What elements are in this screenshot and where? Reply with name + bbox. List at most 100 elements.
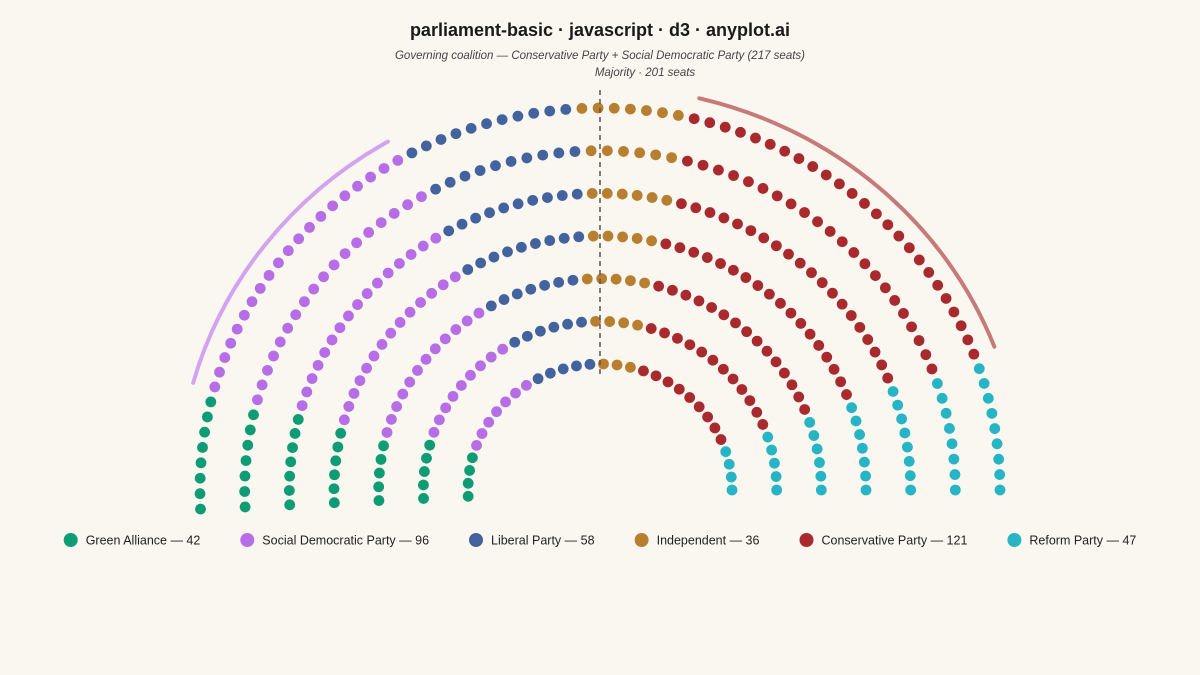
seat-social-democratic-party (376, 339, 388, 350)
seat-independent (616, 188, 628, 200)
seat-independent (604, 316, 616, 327)
seat-green-alliance (375, 453, 387, 465)
seat-conservative-party (732, 218, 743, 230)
seat-reform-party (887, 386, 899, 397)
seat-social-democratic-party (268, 350, 279, 362)
seat-reform-party (986, 407, 998, 419)
seat-conservative-party (707, 354, 719, 366)
seat-social-democratic-party (282, 322, 294, 334)
seat-social-democratic-party (231, 323, 243, 335)
seat-green-alliance (462, 477, 474, 489)
seat-conservative-party (673, 383, 685, 395)
seat-reform-party (860, 484, 872, 496)
seat-liberal-party (498, 294, 510, 305)
seat-conservative-party (761, 345, 773, 357)
seat-liberal-party (459, 170, 471, 182)
seat-conservative-party (771, 190, 783, 202)
seat-reform-party (936, 392, 948, 404)
seat-social-democratic-party (363, 227, 375, 238)
seat-conservative-party (727, 373, 739, 385)
seat-reform-party (978, 378, 990, 389)
seat-green-alliance (199, 426, 211, 438)
seat-conservative-party (799, 404, 811, 415)
seat-social-democratic-party (416, 191, 427, 203)
seat-reform-party (860, 470, 871, 482)
seat-conservative-party (827, 287, 838, 299)
seat-conservative-party (752, 280, 764, 291)
seat-social-democratic-party (386, 413, 397, 425)
seat-green-alliance (328, 497, 340, 509)
seat-conservative-party (812, 216, 823, 228)
seat-green-alliance (284, 470, 296, 482)
seat-conservative-party (833, 178, 845, 190)
seat-social-democratic-party (404, 306, 416, 318)
seat-social-democratic-party (402, 199, 414, 211)
seat-reform-party (808, 430, 820, 441)
seat-conservative-party (806, 267, 817, 279)
seat-conservative-party (727, 264, 739, 276)
seat-conservative-party (898, 308, 909, 319)
seat-conservative-party (807, 161, 819, 172)
seat-social-democratic-party (385, 327, 397, 339)
seat-reform-party (944, 423, 955, 434)
seat-conservative-party (662, 376, 674, 388)
seat-green-alliance (197, 442, 208, 453)
seat-reform-party (811, 443, 823, 455)
seat-reform-party (905, 484, 917, 496)
legend-swatch (63, 533, 78, 547)
seat-conservative-party (836, 298, 848, 310)
seat-conservative-party (799, 207, 810, 218)
seat-conservative-party (740, 272, 752, 283)
seat-social-democratic-party (327, 200, 339, 212)
seat-conservative-party (793, 391, 805, 403)
seat-conservative-party (962, 334, 974, 346)
seat-green-alliance (194, 472, 206, 484)
seat-liberal-party (573, 231, 585, 243)
seat-reform-party (902, 441, 913, 453)
seat-reform-party (994, 469, 1006, 480)
seat-liberal-party (481, 118, 492, 130)
seat-reform-party (973, 363, 985, 375)
seat-conservative-party (824, 226, 836, 237)
seat-conservative-party (940, 293, 952, 304)
seat-independent (646, 235, 657, 247)
seat-independent (601, 187, 613, 199)
legend-label: Green Alliance — 42 (86, 534, 201, 548)
seat-liberal-party (557, 363, 569, 375)
seat-green-alliance (332, 441, 344, 453)
seat-conservative-party (704, 207, 716, 218)
seat-social-democratic-party (273, 257, 284, 269)
coalition-arc-conservative-party (697, 96, 997, 349)
seat-conservative-party (926, 363, 938, 375)
seat-social-democratic-party (214, 366, 225, 378)
seat-social-democratic-party (238, 309, 250, 321)
seat-green-alliance (464, 465, 475, 476)
seat-green-alliance (283, 485, 295, 496)
seat-conservative-party (693, 295, 705, 307)
seat-green-alliance (335, 427, 347, 439)
seat-independent (666, 152, 678, 164)
seat-liberal-party (474, 165, 486, 176)
seat-conservative-party (684, 339, 696, 351)
seat-green-alliance (287, 442, 298, 453)
seat-social-democratic-party (449, 271, 461, 283)
seat-green-alliance (418, 493, 429, 504)
seat-green-alliance (462, 490, 474, 502)
seat-green-alliance (421, 452, 432, 464)
seat-social-democratic-party (404, 376, 416, 388)
seat-green-alliance (289, 428, 301, 439)
seat-liberal-party (527, 194, 539, 206)
seat-green-alliance (284, 499, 296, 511)
seat-liberal-party (485, 300, 497, 312)
seat-independent (611, 359, 623, 371)
seat-liberal-party (571, 188, 583, 200)
seat-conservative-party (751, 406, 763, 418)
seat-social-democratic-party (348, 387, 360, 399)
seat-social-democratic-party (378, 163, 390, 174)
seat-liberal-party (537, 149, 549, 161)
seat-liberal-party (567, 274, 579, 286)
seat-social-democratic-party (219, 352, 231, 363)
seat-social-democratic-party (497, 343, 509, 355)
seat-social-democratic-party (368, 350, 380, 362)
seat-liberal-party (512, 110, 524, 122)
